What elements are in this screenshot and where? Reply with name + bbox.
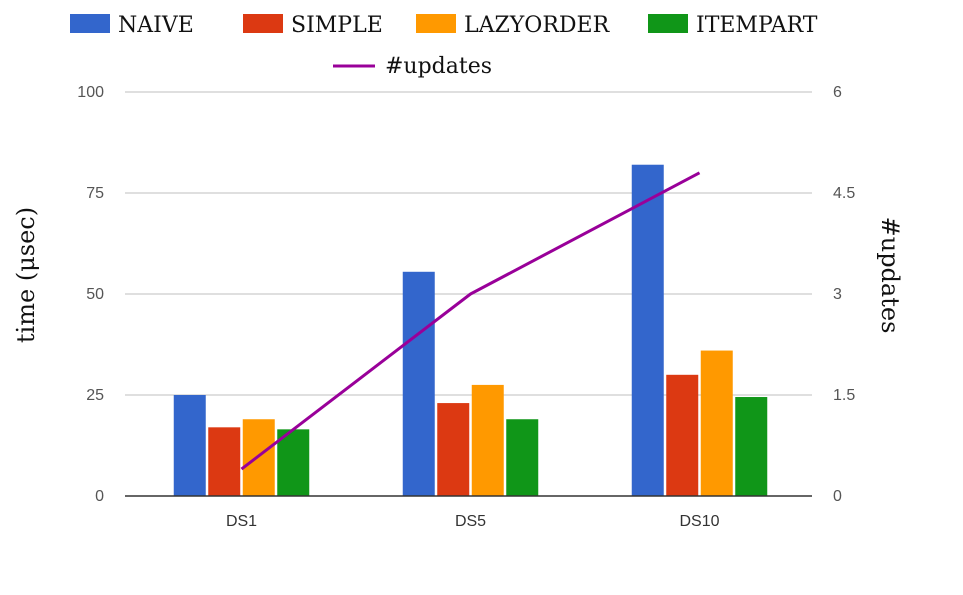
y-tick-label-right: 4.5 (833, 185, 855, 202)
legend-label-simple: SIMPLE (291, 13, 383, 38)
x-tick-label: DS10 (679, 513, 719, 530)
legend-label-itempart: ITEMPART (696, 13, 818, 38)
legend-swatch-lazyorder (416, 14, 456, 33)
bar-naive-ds5 (402, 271, 435, 496)
legend: NAIVE SIMPLE LAZYORDER ITEMPART #updates (70, 13, 818, 79)
bar-itempart-ds5 (506, 419, 539, 496)
y-tick-label-left: 75 (86, 185, 104, 202)
right-axis-ticks: 0 1.5 3 4.5 6 (833, 84, 855, 505)
bar-naive-ds10 (631, 164, 664, 496)
y-tick-label-left: 25 (86, 387, 104, 404)
legend-swatch-naive (70, 14, 110, 33)
x-tick-label: DS1 (226, 513, 257, 530)
bar-itempart-ds10 (735, 397, 768, 496)
updates-line-series (240, 171, 701, 471)
legend-label-updates: #updates (385, 54, 492, 79)
y-tick-label-right: 1.5 (833, 387, 855, 404)
y-tick-label-left: 100 (77, 84, 104, 101)
bar-naive-ds1 (173, 395, 206, 496)
y-tick-label-right: 0 (833, 488, 842, 505)
legend-swatch-simple (243, 14, 283, 33)
y-tick-label-left: 0 (95, 488, 104, 505)
bar-simple-ds10 (666, 374, 699, 496)
bar-itempart-ds1 (277, 429, 310, 496)
y-tick-label-right: 3 (833, 286, 842, 303)
bar-lazyorder-ds5 (471, 384, 504, 496)
left-axis-ticks: 0 25 50 75 100 (77, 84, 104, 505)
y-tick-label-left: 50 (86, 286, 104, 303)
legend-label-naive: NAIVE (118, 13, 194, 38)
legend-swatch-itempart (648, 14, 688, 33)
x-axis-labels: DS1 DS5 DS10 (226, 513, 720, 530)
y-tick-label-right: 6 (833, 84, 842, 101)
y-axis-title-left: time (μsec) (12, 207, 40, 343)
bar-lazyorder-ds10 (700, 350, 733, 496)
x-tick-label: DS5 (455, 513, 486, 530)
gridlines (125, 91, 812, 396)
y-axis-title-right: #updates (876, 217, 904, 334)
bar-simple-ds1 (208, 427, 241, 496)
legend-label-lazyorder: LAZYORDER (464, 13, 611, 38)
updates-line (240, 171, 701, 471)
bars (173, 164, 768, 496)
bar-simple-ds5 (437, 403, 470, 496)
